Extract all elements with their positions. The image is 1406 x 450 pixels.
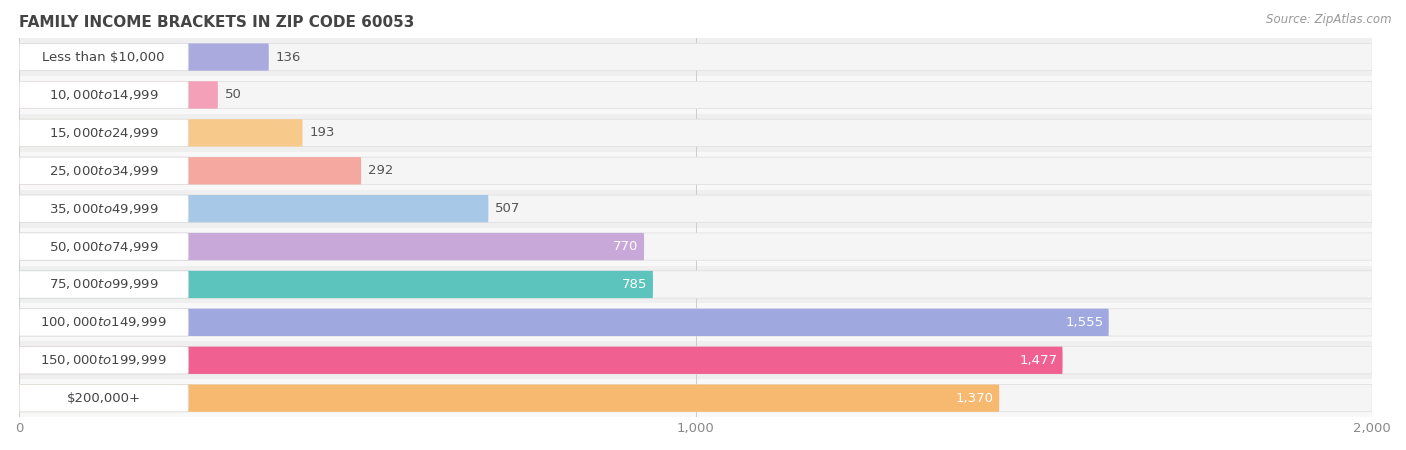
FancyBboxPatch shape: [20, 157, 361, 184]
Text: $150,000 to $199,999: $150,000 to $199,999: [41, 353, 167, 367]
Text: 1,370: 1,370: [956, 392, 994, 405]
FancyBboxPatch shape: [20, 195, 1372, 222]
Bar: [20, 152, 1372, 190]
FancyBboxPatch shape: [20, 195, 188, 222]
Bar: [20, 303, 1372, 342]
Text: 136: 136: [276, 50, 301, 63]
Text: $15,000 to $24,999: $15,000 to $24,999: [49, 126, 159, 140]
FancyBboxPatch shape: [20, 233, 188, 260]
Text: $10,000 to $14,999: $10,000 to $14,999: [49, 88, 159, 102]
Bar: [20, 114, 1372, 152]
Text: 770: 770: [613, 240, 638, 253]
FancyBboxPatch shape: [20, 271, 188, 298]
FancyBboxPatch shape: [20, 309, 1372, 336]
FancyBboxPatch shape: [20, 119, 1372, 147]
Bar: [20, 266, 1372, 303]
Text: 1,555: 1,555: [1066, 316, 1104, 329]
FancyBboxPatch shape: [20, 119, 302, 147]
FancyBboxPatch shape: [20, 43, 1372, 71]
Text: 292: 292: [368, 164, 394, 177]
Text: $35,000 to $49,999: $35,000 to $49,999: [49, 202, 159, 216]
FancyBboxPatch shape: [20, 346, 188, 374]
Bar: [20, 38, 1372, 76]
FancyBboxPatch shape: [20, 81, 218, 108]
FancyBboxPatch shape: [20, 157, 188, 184]
FancyBboxPatch shape: [20, 195, 488, 222]
Text: $100,000 to $149,999: $100,000 to $149,999: [41, 315, 167, 329]
Text: Source: ZipAtlas.com: Source: ZipAtlas.com: [1267, 14, 1392, 27]
FancyBboxPatch shape: [20, 81, 188, 108]
Text: 785: 785: [623, 278, 648, 291]
Text: 193: 193: [309, 126, 335, 140]
Text: Less than $10,000: Less than $10,000: [42, 50, 165, 63]
FancyBboxPatch shape: [20, 119, 188, 147]
Text: 507: 507: [495, 202, 520, 215]
Bar: [20, 342, 1372, 379]
Bar: [20, 228, 1372, 266]
Text: 50: 50: [225, 89, 242, 101]
FancyBboxPatch shape: [20, 271, 652, 298]
Text: $75,000 to $99,999: $75,000 to $99,999: [49, 278, 159, 292]
FancyBboxPatch shape: [20, 346, 1372, 374]
FancyBboxPatch shape: [20, 385, 188, 412]
FancyBboxPatch shape: [20, 81, 1372, 108]
FancyBboxPatch shape: [20, 157, 1372, 184]
FancyBboxPatch shape: [20, 309, 188, 336]
FancyBboxPatch shape: [20, 271, 1372, 298]
FancyBboxPatch shape: [20, 233, 1372, 260]
FancyBboxPatch shape: [20, 43, 188, 71]
FancyBboxPatch shape: [20, 233, 644, 260]
FancyBboxPatch shape: [20, 43, 269, 71]
Text: FAMILY INCOME BRACKETS IN ZIP CODE 60053: FAMILY INCOME BRACKETS IN ZIP CODE 60053: [20, 15, 415, 30]
Text: $50,000 to $74,999: $50,000 to $74,999: [49, 239, 159, 254]
Text: $25,000 to $34,999: $25,000 to $34,999: [49, 164, 159, 178]
Bar: [20, 379, 1372, 417]
Bar: [20, 76, 1372, 114]
FancyBboxPatch shape: [20, 385, 1000, 412]
FancyBboxPatch shape: [20, 385, 1372, 412]
Text: 1,477: 1,477: [1019, 354, 1057, 367]
FancyBboxPatch shape: [20, 346, 1063, 374]
FancyBboxPatch shape: [20, 309, 1109, 336]
Text: $200,000+: $200,000+: [66, 392, 141, 405]
Bar: [20, 190, 1372, 228]
